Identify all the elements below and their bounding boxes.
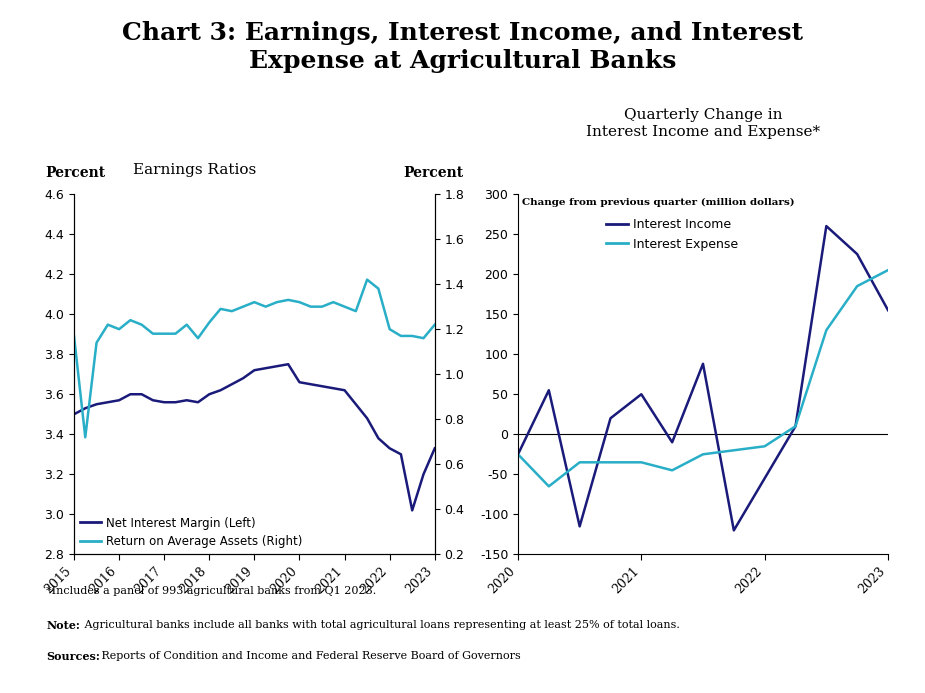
Text: Quarterly Change in
Interest Income and Expense*: Quarterly Change in Interest Income and … — [586, 108, 820, 139]
Text: Agricultural banks include all banks with total agricultural loans representing : Agricultural banks include all banks wit… — [81, 620, 680, 630]
Text: Note:: Note: — [46, 620, 80, 631]
Text: Reports of Condition and Income and Federal Reserve Board of Governors: Reports of Condition and Income and Fede… — [98, 651, 521, 661]
Text: Percent: Percent — [45, 166, 105, 179]
Legend: Net Interest Margin (Left), Return on Average Assets (Right): Net Interest Margin (Left), Return on Av… — [80, 516, 302, 548]
Text: Percent: Percent — [403, 166, 463, 179]
Text: Change from previous quarter (million dollars): Change from previous quarter (million do… — [522, 198, 795, 207]
Text: Earnings Ratios: Earnings Ratios — [132, 163, 256, 177]
Text: Chart 3: Earnings, Interest Income, and Interest
Expense at Agricultural Banks: Chart 3: Earnings, Interest Income, and … — [122, 21, 803, 73]
Text: *Includes a panel of 993 agricultural banks from Q1 2023.: *Includes a panel of 993 agricultural ba… — [46, 586, 376, 595]
Legend: Interest Income, Interest Expense: Interest Income, Interest Expense — [606, 218, 738, 251]
Text: Sources:: Sources: — [46, 651, 100, 663]
